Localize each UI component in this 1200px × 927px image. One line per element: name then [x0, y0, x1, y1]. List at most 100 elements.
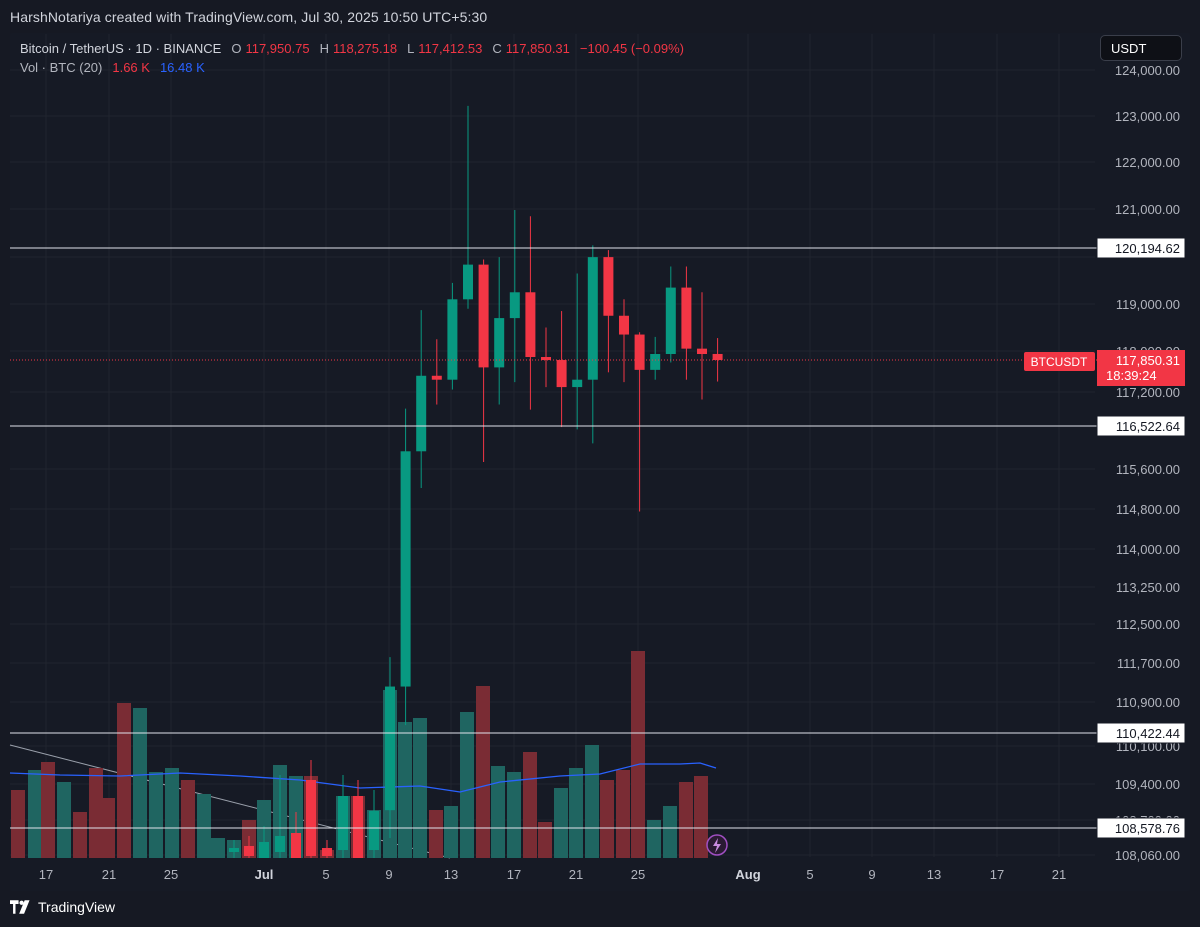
time-tick-label: 25 [631, 867, 645, 882]
price-tick-label: 109,400.00 [1115, 777, 1180, 792]
time-tick-label: 17 [39, 867, 53, 882]
volume-bar [11, 790, 25, 858]
volume-bar [538, 822, 552, 858]
change-value: −100.45 (−0.09%) [579, 41, 684, 56]
time-tick-label: 17 [990, 867, 1004, 882]
volume-bar [398, 722, 412, 858]
candle-body [541, 357, 551, 361]
volume-bar [73, 812, 87, 858]
volume-bar [413, 718, 427, 858]
volume-bar [679, 782, 693, 858]
candle-body [509, 292, 520, 319]
volume-bar [211, 838, 225, 858]
candle-body [587, 257, 598, 380]
candle-body [322, 848, 332, 856]
candle-body [431, 375, 442, 380]
volume-bar [460, 712, 474, 858]
candle-body [229, 848, 239, 852]
candle-body [556, 360, 567, 388]
level-label-box [1096, 817, 1186, 839]
candle-body [650, 354, 661, 370]
price-tick-label: 114,000.00 [1116, 542, 1180, 557]
level-label-text: 110,422.44 [1116, 726, 1180, 741]
price-tick-label: 111,700.00 [1117, 656, 1180, 671]
candle-body [416, 375, 427, 452]
price-tick-label: 115,600.00 [1116, 462, 1180, 477]
symbol-label[interactable]: Bitcoin / TetherUS · 1D · BINANCE [20, 41, 222, 56]
open-label: O [231, 41, 242, 56]
volume-row: Vol · BTC (20) 1.66 K 16.48 K [20, 58, 684, 77]
footer-brand[interactable]: TradingView [10, 899, 115, 915]
candle-body [447, 299, 458, 380]
volume-bar [429, 810, 443, 858]
volume-bar [181, 780, 195, 858]
currency-button[interactable]: USDT [1100, 35, 1182, 61]
time-tick-label: 21 [569, 867, 583, 882]
chart-legend: Bitcoin / TetherUS · 1D · BINANCE O 117,9… [20, 39, 684, 77]
candle-body [712, 353, 723, 360]
chart-pane[interactable] [10, 33, 1190, 891]
volume-label[interactable]: Vol · BTC (20) [20, 60, 103, 75]
level-label-text: 108,578.76 [1115, 821, 1180, 836]
countdown-text: 18:39:24 [1106, 368, 1157, 383]
candle-body [385, 686, 395, 811]
volume-ma-value: 16.48 K [159, 60, 205, 75]
level-label-box [1096, 237, 1186, 259]
candle-body [291, 833, 301, 858]
volume-bar [117, 703, 131, 858]
time-tick-label: 17 [507, 867, 521, 882]
candle-body [275, 836, 285, 852]
time-tick-label: 21 [102, 867, 116, 882]
time-tick-label: 9 [868, 867, 875, 882]
candle-body [369, 811, 379, 850]
volume-bar [491, 766, 505, 858]
candle-body [353, 796, 363, 858]
volume-bar [569, 768, 583, 858]
price-tick-label: 119,000.00 [1116, 297, 1180, 312]
high-label: H [319, 41, 329, 56]
volume-bar [663, 806, 677, 858]
time-tick-label: 25 [164, 867, 178, 882]
volume-bar [57, 782, 71, 858]
open-value: 117,950.75 [245, 41, 310, 56]
symbol-tag-box [1024, 352, 1095, 371]
symbol-tag-text: BTCUSDT [1031, 355, 1088, 369]
level-label-text: 116,522.64 [1116, 419, 1180, 434]
candle-body [463, 264, 473, 300]
candle-body [665, 287, 676, 355]
volume-bar [694, 776, 708, 858]
volume-bar [165, 768, 179, 858]
volume-bar [41, 762, 55, 858]
candle-body [306, 780, 316, 856]
volume-value: 1.66 K [112, 60, 150, 75]
volume-bar [554, 788, 568, 858]
low-value: 117,412.53 [418, 41, 483, 56]
time-tick-label: 21 [1052, 867, 1066, 882]
candle-body [525, 292, 536, 358]
level-label-box [1096, 722, 1186, 744]
candle-body [478, 264, 489, 368]
candle-body [338, 796, 348, 850]
level-label-box [1096, 415, 1186, 437]
volume-bar [133, 708, 147, 858]
candle-body [681, 287, 692, 349]
candle-body [494, 318, 505, 368]
volume-bar [585, 745, 599, 858]
high-value: 118,275.18 [332, 41, 398, 56]
volume-bar [89, 768, 103, 858]
candle-body [697, 348, 707, 355]
time-tick-label: Jul [255, 867, 274, 882]
candle-body [244, 846, 254, 856]
attribution-text: HarshNotariya created with TradingView.c… [10, 9, 488, 25]
price-tick-label: 112,500.00 [1116, 617, 1180, 632]
volume-bar [647, 820, 661, 858]
candle-body [400, 451, 411, 687]
ohlc-row: Bitcoin / TetherUS · 1D · BINANCE O 117,9… [20, 39, 684, 58]
volume-bar [444, 806, 458, 858]
price-tick-label: 117,200.00 [1116, 385, 1180, 400]
time-tick-label: 13 [444, 867, 458, 882]
volume-bar [149, 772, 163, 858]
volume-ma-line [9, 762, 717, 793]
